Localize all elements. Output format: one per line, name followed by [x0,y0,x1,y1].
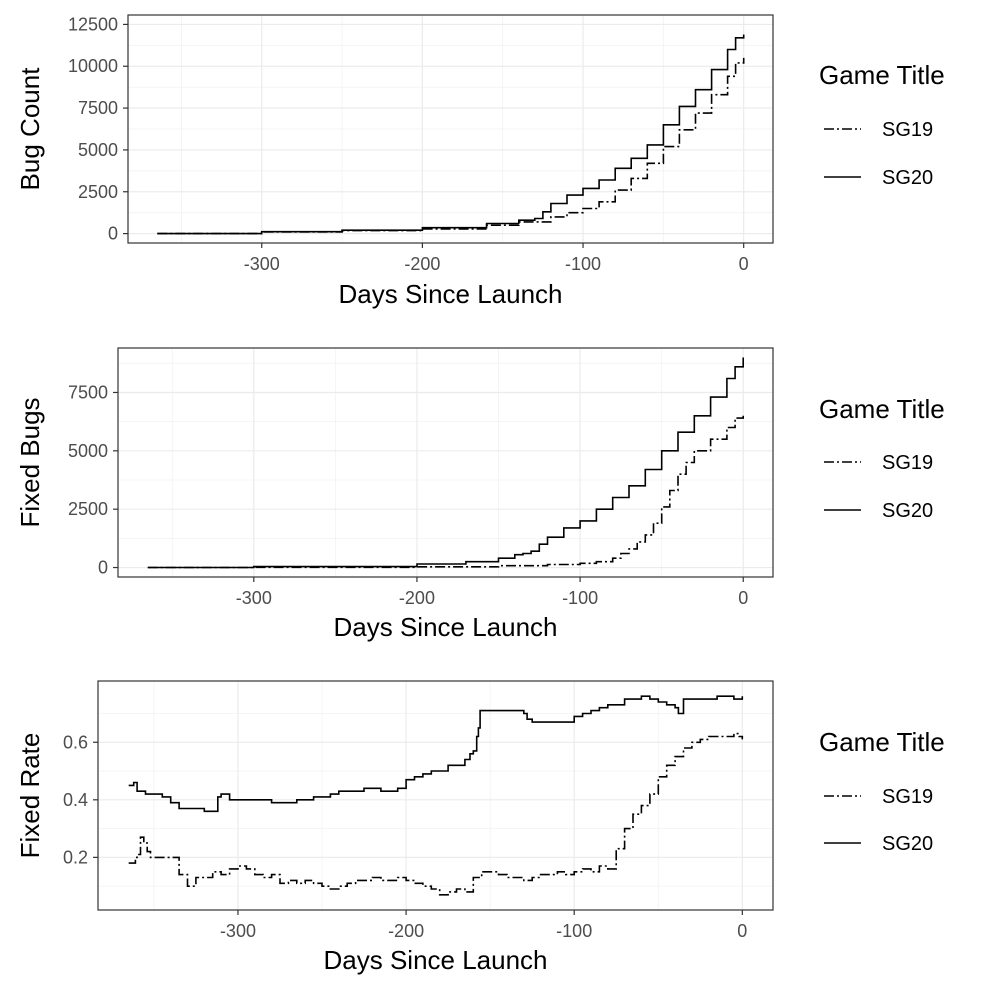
chart-panel-3: -300 -200 -100 0 0.2 0.4 0.6 Days Since Launch F… [15,680,945,975]
y-tick-label: 2500 [78,182,118,202]
y-tick-label: 0.2 [63,847,88,867]
x-tick-label: -200 [388,921,424,941]
legend-label-sg19: SG19 [882,452,933,474]
y-axis-title: Fixed Bugs [15,397,45,527]
x-axis-title: Days Since Launch [323,945,547,975]
series-line-sg20 [147,357,744,569]
series-line-sg19 [147,415,744,569]
legend-label-sg19: SG19 [882,119,933,141]
y-axis-title: Bug Count [15,67,45,191]
x-tick-label: -200 [399,588,435,608]
y-tick-label: 7500 [78,98,118,118]
legend-title: Game Title [819,394,945,424]
legend: Game Title SG19 SG20 [819,60,945,189]
panel-border [97,680,774,911]
legend: Game Title SG19 SG20 [819,394,945,522]
x-tick-label: -100 [562,588,598,608]
legend: Game Title SG19 SG20 [819,727,945,855]
x-tick-label: -100 [565,254,601,274]
x-tick-label: 0 [737,921,747,941]
y-tick-label: 0.6 [63,732,88,752]
panel-border [117,347,774,578]
x-tick-label: -300 [236,588,272,608]
x-tick-label: -300 [244,254,280,274]
x-tick-label: -100 [556,921,592,941]
legend-title: Game Title [819,727,945,757]
legend-label-sg19: SG19 [882,786,933,808]
legend-label-sg20: SG20 [882,500,933,522]
series-line-sg20 [157,34,745,235]
series-line-sg19 [157,57,745,235]
chart-panel-1: -300 -200 -100 0 0 2500 5000 7500 10000 12500 Days… [15,14,945,309]
x-tick-label: -200 [404,254,440,274]
y-tick-label: 12500 [68,14,118,34]
y-tick-label: 0 [108,224,118,244]
y-axis-title: Fixed Rate [15,733,45,859]
series-line-sg20 [128,695,744,813]
y-tick-label: 2500 [68,499,108,519]
y-tick-label: 0 [98,558,108,578]
legend-label-sg20: SG20 [882,167,933,189]
x-tick-label: 0 [739,254,749,274]
y-tick-label: 10000 [68,56,118,76]
legend-title: Game Title [819,60,945,90]
x-tick-label: -300 [220,921,256,941]
plot-background [98,681,773,910]
series-line-sg19 [128,732,744,896]
panel-border [127,14,774,244]
chart-panel-2: -300 -200 -100 0 0 2500 5000 7500 Days Since Lau… [15,347,945,642]
x-axis-title: Days Since Launch [338,279,562,309]
y-tick-label: 0.4 [63,790,88,810]
x-axis-title: Days Since Launch [333,612,557,642]
x-tick-label: 0 [738,588,748,608]
legend-label-sg20: SG20 [882,833,933,855]
plot-background [118,348,773,577]
y-tick-label: 5000 [78,140,118,160]
y-tick-label: 7500 [68,382,108,402]
y-tick-label: 5000 [68,441,108,461]
